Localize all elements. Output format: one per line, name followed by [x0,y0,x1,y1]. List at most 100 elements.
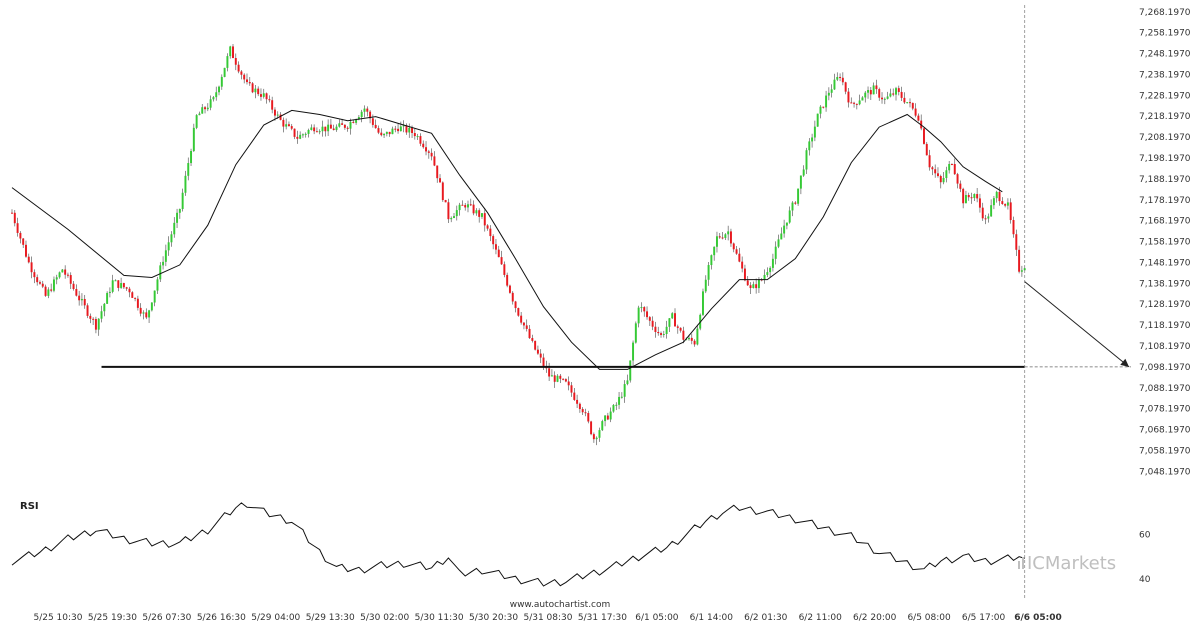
candle-up [640,307,643,309]
candle-up [349,121,352,129]
candle-down [576,399,579,404]
candle-down [522,322,525,326]
candle-up [159,265,162,280]
candle-down [657,331,660,334]
candle-down [897,88,900,92]
candle-down [718,236,721,238]
candle-up [150,302,153,311]
candle-up [162,261,165,266]
candle-down [578,403,581,410]
candle-down [651,320,654,327]
candle-up [990,205,993,217]
candle-up [408,127,411,133]
candle-up [318,131,321,133]
candle-up [797,188,800,204]
candle-down [749,285,752,289]
candle-down [746,280,749,286]
y-tick-label: 7,088.1970 [1139,384,1191,394]
candle-up [254,88,257,93]
candle-down [564,379,567,382]
candle-up [153,290,156,303]
candle-down [855,103,858,105]
y-tick-label: 7,188.1970 [1139,175,1191,185]
candle-down [976,194,979,199]
candle-down [679,327,682,331]
brand-logo-text: ICMarkets [1027,553,1116,574]
icmarkets-logo: ICMarkets [1018,553,1116,574]
candle-down [1004,204,1007,206]
candle-down [397,128,400,132]
candle-up [769,267,772,273]
candle-down [936,173,939,177]
x-tick-label: 5/31 08:30 [523,613,572,623]
candle-down [16,223,19,233]
candle-down [931,167,934,170]
candle-down [914,108,917,116]
candle-down [279,114,282,120]
candle-down [654,326,657,332]
candle-down [853,102,856,104]
candle-up [148,310,151,318]
candle-up [883,98,886,100]
candle-up [791,202,794,211]
candle-up [992,198,995,206]
candle-down [352,121,355,123]
candle-up [262,93,265,97]
candle-down [296,136,299,139]
candle-down [22,238,25,245]
candle-up [212,97,215,100]
candle-down [909,102,911,104]
candle-down [939,176,942,183]
candle-down [738,253,741,262]
candle-down [1012,220,1015,235]
candle-up [662,333,665,335]
candle-down [735,249,738,254]
candle-down [66,274,69,276]
candle-down [394,128,397,130]
candle-down [251,83,254,93]
candle-up [52,279,55,291]
candle-up [335,126,338,131]
candle-down [534,340,537,350]
candle-up [785,222,788,226]
candle-down [911,102,914,109]
candle-up [799,175,802,189]
candle-up [964,195,967,204]
candle-up [752,284,755,289]
y-tick-label: 7,208.1970 [1139,133,1191,143]
candle-up [47,289,50,296]
candle-up [226,56,229,68]
candle-up [1020,270,1023,272]
candle-down [1018,249,1021,272]
candle-up [120,283,123,288]
candle-up [802,169,805,176]
candle-down [970,197,973,199]
candle-up [108,291,111,293]
candle-down [27,256,30,263]
candle-down [506,274,509,286]
candle-down [246,79,248,83]
candle-down [234,58,237,65]
candle-down [75,289,78,296]
candle-up [620,396,623,398]
candle-down [486,225,489,229]
candle-down [743,268,746,281]
candle-up [836,76,839,80]
candle-up [833,79,836,90]
logo-bar-icon [1018,561,1020,569]
candle-up [198,113,201,116]
rsi-label: RSI [20,501,39,512]
y-tick-label: 7,138.1970 [1139,279,1191,289]
candle-up [184,175,187,193]
candle-down [290,126,293,129]
candle-up [808,141,811,151]
candle-up [727,231,730,235]
candle-up [780,233,783,240]
candle-up [618,396,621,405]
candle-down [841,77,844,83]
y-tick-label: 7,178.1970 [1139,196,1191,206]
y-tick-label: 7,198.1970 [1139,154,1191,164]
candle-up [357,117,360,120]
candle-up [945,170,948,178]
candle-down [794,202,797,204]
